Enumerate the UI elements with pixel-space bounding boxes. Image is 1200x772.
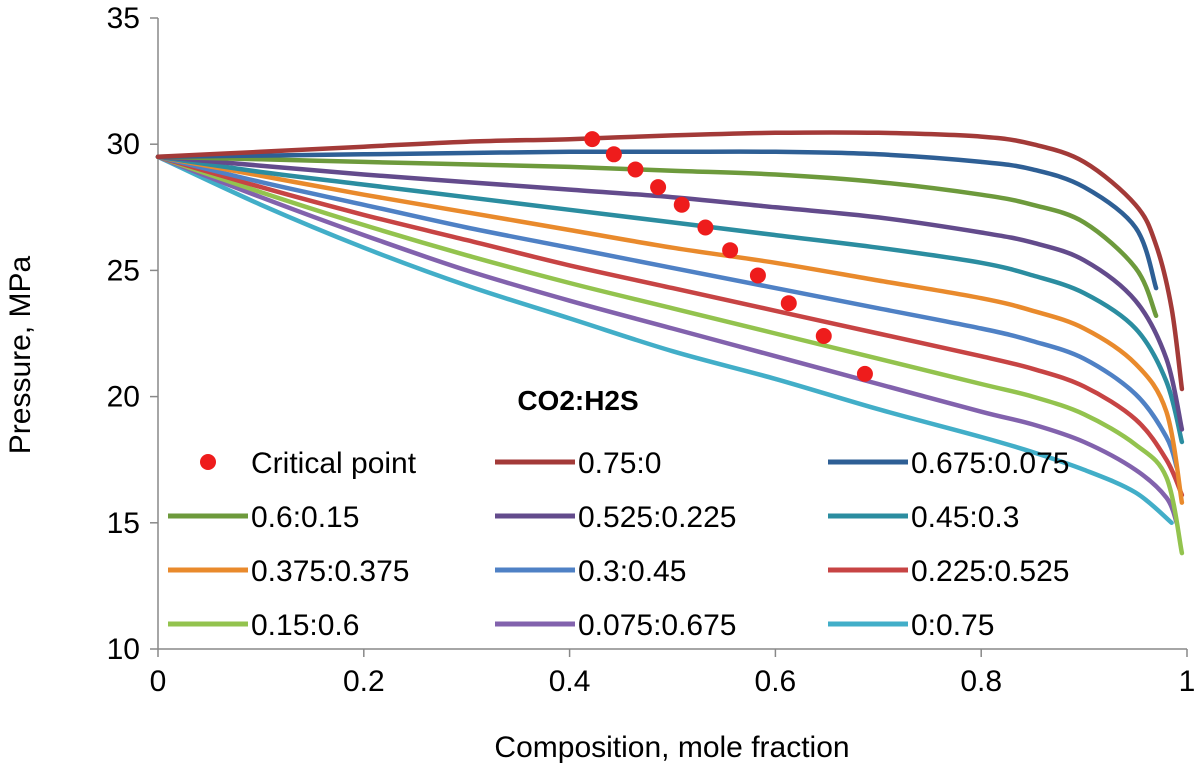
legend-label: 0.225:0.525 — [911, 555, 1069, 588]
legend-label: 0:0.75 — [911, 609, 994, 642]
critical-point-marker — [815, 328, 832, 345]
legend-label: Critical point — [251, 447, 417, 480]
x-tick-label: 0.6 — [755, 665, 797, 698]
legend-label: 0.075:0.675 — [578, 609, 736, 642]
legend-label: 0.15:0.6 — [251, 609, 359, 642]
critical-point-marker — [605, 146, 622, 163]
series-line — [155, 154, 1185, 445]
series-line — [155, 130, 1185, 392]
y-tick-label: 25 — [107, 254, 140, 287]
series-line — [155, 154, 1185, 556]
critical-point-marker — [697, 219, 714, 236]
x-tick-label: 0.8 — [960, 665, 1002, 698]
critical-point-marker — [722, 242, 739, 259]
series-lines — [155, 130, 1185, 556]
y-tick-label: 15 — [107, 507, 140, 540]
critical-point-marker — [780, 295, 797, 312]
series-line — [155, 154, 1159, 319]
series-line — [155, 154, 1185, 432]
legend-label: 0.525:0.225 — [578, 501, 736, 534]
legend-label: 0.3:0.45 — [578, 555, 686, 588]
legend-swatch-marker — [200, 454, 216, 470]
y-tick-label: 20 — [107, 381, 140, 414]
legend-label: 0.75:0 — [578, 447, 661, 480]
series-line — [155, 154, 1174, 526]
legend-label: 0.675:0.075 — [911, 447, 1069, 480]
y-tick-label: 35 — [107, 2, 140, 35]
legend-label: 0.375:0.375 — [251, 555, 409, 588]
x-axis-title: Composition, mole fraction — [494, 731, 849, 764]
x-tick-label: 0 — [150, 665, 167, 698]
legend-label: 0.45:0.3 — [911, 501, 1019, 534]
series-line — [155, 154, 1185, 505]
x-tick-label: 0.4 — [549, 665, 591, 698]
legend-title: CO2:H2S — [517, 385, 638, 416]
critical-point-marker — [627, 161, 644, 178]
critical-point-marker — [584, 131, 601, 148]
critical-point-marker — [673, 196, 690, 213]
series-line — [155, 149, 1159, 291]
critical-point-marker — [749, 267, 766, 284]
critical-point-marker — [856, 365, 873, 382]
series-line — [155, 154, 1179, 526]
legend: CO2:H2S Critical point 0.75:0 0.675:0.075 0.… — [168, 385, 1069, 642]
y-tick-label: 30 — [107, 128, 140, 161]
y-axis-title: Pressure, MPa — [4, 255, 37, 454]
y-tick-label: 10 — [107, 633, 140, 666]
series-line — [155, 154, 1179, 470]
critical-points — [584, 131, 873, 382]
critical-point-marker — [650, 179, 667, 196]
x-tick-label: 0.2 — [343, 665, 385, 698]
axes: 10 15 20 25 30 35 0 0.2 0.4 0.6 0.8 1 — [107, 2, 1196, 698]
legend-label: 0.6:0.15 — [251, 501, 359, 534]
x-tick-label: 1 — [1179, 665, 1196, 698]
series-line — [155, 154, 1185, 498]
